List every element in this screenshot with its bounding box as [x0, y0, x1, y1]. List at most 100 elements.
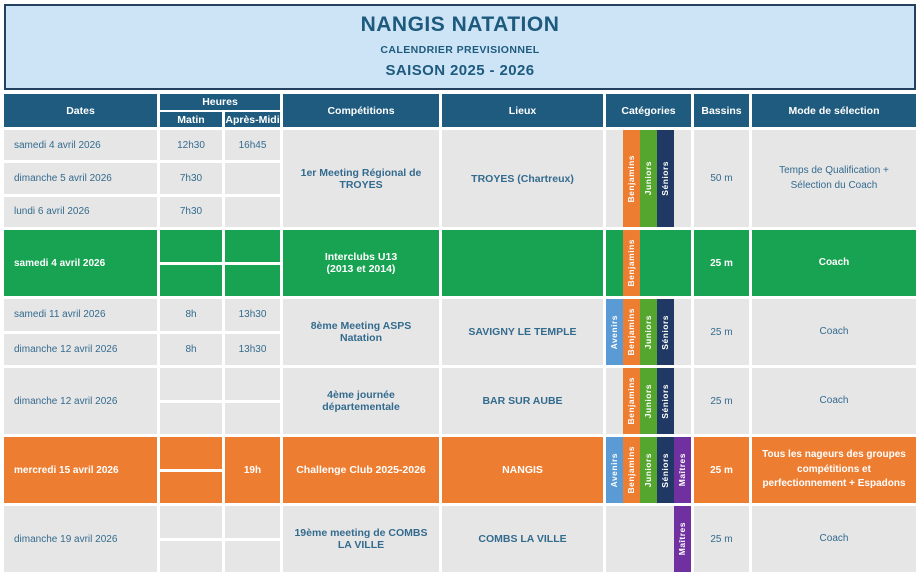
category-label: Maîtres: [677, 453, 688, 487]
header-competitions: Compétitions: [283, 94, 439, 127]
mode-cell: Temps de Qualification + Sélection du Co…: [752, 130, 916, 227]
apres-midi-cell-stack: 16h45: [225, 130, 280, 227]
apres-midi-cell: 19h: [225, 437, 280, 503]
bassin-cell: 25 m: [694, 506, 749, 572]
lieu-cell: [442, 230, 603, 296]
category-label: Benjamins: [626, 446, 637, 494]
category-slot: Juniors: [640, 299, 657, 365]
apres-midi-cell-stack: 19h: [225, 437, 280, 503]
table-header: Dates Heures Compétitions Lieux Catégori…: [0, 94, 920, 127]
category-label: Juniors: [643, 452, 654, 488]
banner-subtitle: CALENDRIER PREVISIONNEL: [380, 44, 540, 56]
category-slot: Juniors: [640, 130, 657, 227]
category-label: Avenirs: [609, 452, 620, 488]
category-slot: Benjamins: [623, 437, 640, 503]
category-label: Benjamins: [626, 377, 637, 425]
category-slot: [657, 230, 674, 296]
apres-midi-cell: [225, 402, 280, 434]
category-slot: [674, 130, 691, 227]
date-cell-stack: mercredi 15 avril 2026: [4, 437, 157, 503]
matin-cell: [160, 402, 222, 434]
categories-cell: Benjamins Juniors Séniors: [606, 368, 691, 434]
table-row: mercredi 15 avril 2026 19h Challenge Club …: [0, 437, 920, 503]
category-slot: Benjamins: [623, 130, 640, 227]
date-cell: samedi 4 avril 2026: [4, 130, 157, 161]
category-label: Séniors: [660, 383, 671, 419]
category-slot: [640, 230, 657, 296]
header-matin: Matin: [160, 112, 222, 127]
apres-midi-cell: [225, 540, 280, 572]
date-cell: samedi 11 avril 2026: [4, 299, 157, 331]
matin-cell: [160, 506, 222, 538]
date-cell-stack: dimanche 19 avril 2026: [4, 506, 157, 572]
table-row: dimanche 12 avril 2026 4ème journée dépar…: [0, 368, 920, 434]
category-slot: Benjamins: [623, 299, 640, 365]
category-slot: [640, 506, 657, 572]
category-slot: [606, 230, 623, 296]
header-bassins: Bassins: [694, 94, 749, 127]
bassin-cell: 50 m: [694, 130, 749, 227]
mode-cell: Coach: [752, 230, 916, 296]
category-slot: [674, 299, 691, 365]
bassin-cell: 25 m: [694, 437, 749, 503]
apres-midi-cell: [225, 196, 280, 227]
category-label: Juniors: [643, 314, 654, 350]
category-slot: Benjamins: [623, 230, 640, 296]
mode-cell: Coach: [752, 368, 916, 434]
categories-cell: Maîtres: [606, 506, 691, 572]
matin-cell: [160, 437, 222, 469]
category-label: Séniors: [660, 314, 671, 350]
apres-midi-cell-stack: [225, 230, 280, 296]
category-slot: Séniors: [657, 130, 674, 227]
table-row: dimanche 19 avril 2026 19ème meeting de C…: [0, 506, 920, 572]
category-slot: Juniors: [640, 437, 657, 503]
lieu-cell: BAR SUR AUBE: [442, 368, 603, 434]
categories-cell: Benjamins: [606, 230, 691, 296]
matin-cell: [160, 230, 222, 262]
date-cell: dimanche 19 avril 2026: [4, 506, 157, 572]
mode-cell: Coach: [752, 299, 916, 365]
mode-cell: Tous les nageurs des groupes compétition…: [752, 437, 916, 503]
category-label: Benjamins: [626, 154, 637, 203]
matin-cell: 8h: [160, 299, 222, 331]
apres-midi-cell: 13h30: [225, 299, 280, 331]
matin-cell: 7h30: [160, 196, 222, 227]
header-lieux: Lieux: [442, 94, 603, 127]
lieu-cell: NANGIS: [442, 437, 603, 503]
banner: NANGIS NATATION CALENDRIER PREVISIONNEL …: [4, 4, 916, 90]
categories-cell: Benjamins Juniors Séniors: [606, 130, 691, 227]
matin-cell: [160, 264, 222, 296]
apres-midi-cell-stack: [225, 506, 280, 572]
competition-cell: 4ème journée départementale: [283, 368, 439, 434]
category-label: Benjamins: [626, 308, 637, 356]
matin-cell: 7h30: [160, 163, 222, 194]
matin-cell: 12h30: [160, 130, 222, 161]
category-slot: Séniors: [657, 437, 674, 503]
date-cell: dimanche 12 avril 2026: [4, 333, 157, 365]
category-label: Juniors: [643, 383, 654, 419]
lieu-cell: TROYES (Chartreux): [442, 130, 603, 227]
apres-midi-cell-stack: 13h30 13h30: [225, 299, 280, 365]
category-slot: [623, 506, 640, 572]
apres-midi-cell: [225, 368, 280, 400]
date-cell: dimanche 5 avril 2026: [4, 163, 157, 194]
matin-cell: [160, 540, 222, 572]
matin-cell: [160, 368, 222, 400]
apres-midi-cell: 13h30: [225, 333, 280, 365]
category-label: Maîtres: [677, 522, 688, 556]
bassin-cell: 25 m: [694, 299, 749, 365]
date-cell: dimanche 12 avril 2026: [4, 368, 157, 434]
category-slot: Avenirs: [606, 299, 623, 365]
competition-cell: 19ème meeting de COMBS LA VILLE: [283, 506, 439, 572]
club-title: NANGIS NATATION: [360, 13, 560, 36]
apres-midi-cell: 16h45: [225, 130, 280, 161]
header-categories: Catégories: [606, 94, 691, 127]
category-slot: [674, 230, 691, 296]
table-body: samedi 4 avril 2026 dimanche 5 avril 2026…: [0, 130, 920, 572]
apres-midi-cell: [225, 264, 280, 296]
header-heures: Heures: [160, 94, 280, 110]
matin-cell: [160, 471, 222, 503]
category-label: Séniors: [660, 452, 671, 488]
matin-cell-stack: [160, 506, 222, 572]
category-slot: Avenirs: [606, 437, 623, 503]
